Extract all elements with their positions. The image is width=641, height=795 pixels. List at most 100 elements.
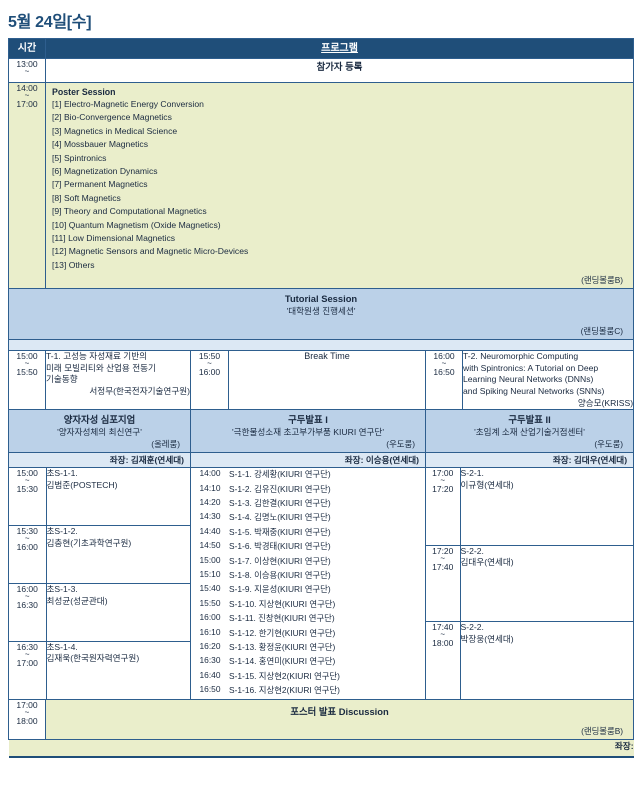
table-row: 16:50 S-1-16. 지상현2(KIURI 연구단) [191, 684, 425, 698]
list-item: [5] Spintronics [52, 152, 107, 163]
spacer-row [7, 339, 635, 352]
symposium-talk-speaker: 김재욱(한국원자력연구원) [46, 653, 140, 664]
talk-label: S-1-9. 지윤성(KIURI 연구단) [229, 584, 331, 595]
oral2-talk-code: S-2-2. [460, 545, 484, 556]
symposium-talk-info: 초S-1-3. 최성균(성균관대) [46, 583, 190, 642]
discussion-row: 17:00 ~ 18:00 포스터 발표 Discussion (랜딩볼룸B) [8, 698, 635, 740]
oral2-chair: 좌장: 김대우(연세대) [424, 452, 635, 469]
break-label: Break Time [228, 350, 426, 411]
tutorial-banner-title: Tutorial Session [284, 293, 358, 305]
t1-time: 15:00 ~ 15:50 [8, 350, 46, 411]
footer-chair: 좌장: [8, 738, 634, 759]
table-row: 15:00 S-1-7. 이상현(KIURI 연구단) [191, 555, 425, 569]
talk-label: S-1-13. 황정윤(KIURI 연구단) [229, 641, 336, 652]
talk-label: S-1-6. 박경태(KIURI 연구단) [229, 541, 331, 552]
list-item: [1] Electro-Magnetic Energy Conversion [52, 99, 204, 109]
list-item: [2] Bio-Convergence Magnetics [52, 112, 172, 123]
table-row: 15:00 ~ 15:30 초S-1-1. 김범준(POSTECH) [9, 468, 190, 527]
table-row: 16:10 S-1-12. 한기현(KIURI 연구단) [191, 627, 425, 641]
table-row: 16:40 S-1-15. 지상현2(KIURI 연구단) [191, 670, 425, 684]
talk-time: 16:00 [199, 612, 221, 623]
talk-time: 15:40 [199, 583, 221, 594]
talk-label: S-1-4. 김명노(KIURI 연구단) [229, 512, 331, 523]
break-time: 15:50 ~ 16:00 [190, 350, 229, 411]
talk-time: 14:50 [199, 540, 221, 551]
t2-line: T-2. Neuromorphic Computing [463, 351, 579, 362]
table-row: 16:00 S-1-11. 진창현(KIURI 연구단) [191, 612, 425, 626]
oral2-talk-time: 17:20 ~ 17:40 [426, 545, 461, 623]
oral1-chair: 좌장: 이승용(연세대) [190, 452, 426, 469]
talk-label: S-1-2. 김유진(KIURI 연구단) [229, 483, 331, 494]
registration-time: 13:00 ~ [8, 58, 46, 83]
symposium-talk-code: 초S-1-4. [46, 641, 78, 652]
oral2-talk-info: S-2-2. 박장웅(연세대) [460, 622, 633, 699]
list-item: [8] Soft Magnetics [52, 192, 121, 203]
t2-line: Learning Neural Networks (DNNs) [463, 374, 594, 385]
talk-label: S-1-15. 지상현2(KIURI 연구단) [229, 670, 340, 681]
symposium-talk-time: 15:30 ~ 16:00 [9, 525, 47, 584]
talk-time: 16:10 [199, 626, 221, 637]
t1-line: 미래 모빌리티와 산업용 전동기 [46, 362, 156, 373]
list-item: [7] Permanent Magnetics [52, 179, 148, 190]
discussion-label: 포스터 발표 Discussion [290, 705, 389, 717]
talk-time: 14:40 [199, 525, 221, 536]
poster-content: Poster Session [1] Electro-Magnetic Ener… [44, 81, 635, 290]
oral2-talk-speaker: 이규형(연세대) [460, 479, 514, 490]
oral1-subtitle: '극한물성소재 초고부가부품 KIURI 연구단' [232, 427, 384, 438]
oral2-talk-speaker: 김대우(연세대) [460, 557, 514, 568]
talk-label: S-1-7. 이상현(KIURI 연구단) [229, 555, 331, 566]
oral1-title: 구두발표 I [288, 414, 328, 426]
talk-label: S-1-1. 강세황(KIURI 연구단) [229, 469, 331, 480]
table-row: 14:50 S-1-6. 박경태(KIURI 연구단) [191, 540, 425, 554]
registration-row: 13:00 ~ 참가자 등록 [8, 58, 635, 83]
talk-label: S-1-16. 지상현2(KIURI 연구단) [229, 685, 340, 696]
list-item: [3] Magnetics in Medical Science [52, 125, 178, 136]
symposium-venue: (올레룸) [151, 439, 180, 450]
t1-content: T-1. 고성능 자성재료 기반의 미래 모빌리티와 산업용 전동기 기술동향 … [45, 350, 191, 411]
symposium-talk-code: 초S-1-1. [46, 468, 78, 479]
tutorial-detail-row: 15:00 ~ 15:50 T-1. 고성능 자성재료 기반의 미래 모빌리티와… [8, 350, 635, 411]
list-item: [6] Magnetization Dynamics [52, 166, 158, 177]
symposium-talk-info: 초S-1-1. 김범준(POSTECH) [46, 468, 190, 527]
talk-time: 16:20 [199, 640, 221, 651]
talk-time: 14:30 [199, 511, 221, 522]
symposium-banner: 양자자성 심포지엄 '양자자성체의 최신연구' (올레룸) [8, 409, 191, 454]
symposium-talk-speaker: 김충현(기초과학연구원) [46, 537, 132, 548]
table-row: 14:40 S-1-5. 박재중(KIURI 연구단) [191, 526, 425, 540]
talk-label: S-1-14. 홍연미(KIURI 연구단) [229, 656, 336, 667]
page-title: 5월 24일[수] [8, 14, 92, 31]
t1-line: T-1. 고성능 자성재료 기반의 [46, 351, 148, 362]
table-row: 14:00 S-1-1. 강세황(KIURI 연구단) [191, 468, 425, 482]
talk-time: 16:40 [199, 669, 221, 680]
poster-topic-list: [1] Electro-Magnetic Energy Conversion [… [52, 98, 627, 272]
oral1-talk-table: 14:00 S-1-1. 강세황(KIURI 연구단) 14:10 S-1-2. 김… [191, 468, 425, 698]
tutorial-banner-row: Tutorial Session '대학원생 진행세션' (랜딩볼룸C) [7, 288, 635, 341]
symposium-talk-table: 15:00 ~ 15:30 초S-1-1. 김범준(POSTECH) 15:30… [9, 468, 190, 699]
symposium-talk-time: 15:00 ~ 15:30 [9, 468, 47, 527]
talk-time: 14:10 [199, 482, 221, 493]
poster-time: 14:00 ~ 17:00 [8, 81, 46, 290]
footer-row: 좌장: [8, 738, 634, 759]
oral2-banner: 구두발표 II '초임계 소재 산업기술거점센터' (우도룸) [424, 409, 635, 454]
symposium-talk-info: 초S-1-2. 김충현(기초과학연구원) [46, 525, 190, 584]
discussion-venue: (랜딩볼룸B) [581, 725, 624, 736]
table-row: 16:00 ~ 16:30 초S-1-3. 최성균(성균관대) [9, 583, 190, 642]
oral2-talk-info: S-2-1. 이규형(연세대) [460, 468, 634, 546]
list-item: [11] Low Dimensional Magnetics [52, 233, 176, 244]
symposium-talk-time: 16:30 ~ 17:00 [9, 641, 47, 699]
symposium-talk-code: 초S-1-2. [46, 526, 78, 537]
list-item: [9] Theory and Computational Magnetics [52, 206, 207, 217]
talk-label: S-1-8. 이승용(KIURI 연구단) [229, 569, 331, 580]
symposium-talk-code: 초S-1-3. [46, 583, 78, 594]
header-time: 시간 [8, 38, 46, 59]
oral2-talk-time: 17:40 ~ 18:00 [426, 621, 461, 699]
table-row: 17:40 ~ 18:00 S-2-2. 박장웅(연세대) [426, 621, 633, 699]
symposium-subtitle: '양자자성체의 최신연구' [57, 427, 142, 438]
table-row: 15:40 S-1-9. 지윤성(KIURI 연구단) [191, 583, 425, 597]
talk-time: 15:50 [199, 597, 221, 608]
oral1-venue: (우도룸) [386, 439, 415, 450]
table-row: 16:30 S-1-14. 홍연미(KIURI 연구단) [191, 655, 425, 669]
table-row: 14:10 S-1-2. 김유진(KIURI 연구단) [191, 483, 425, 497]
symposium-talk-time: 16:00 ~ 16:30 [9, 583, 47, 642]
talk-time: 14:20 [199, 497, 221, 508]
